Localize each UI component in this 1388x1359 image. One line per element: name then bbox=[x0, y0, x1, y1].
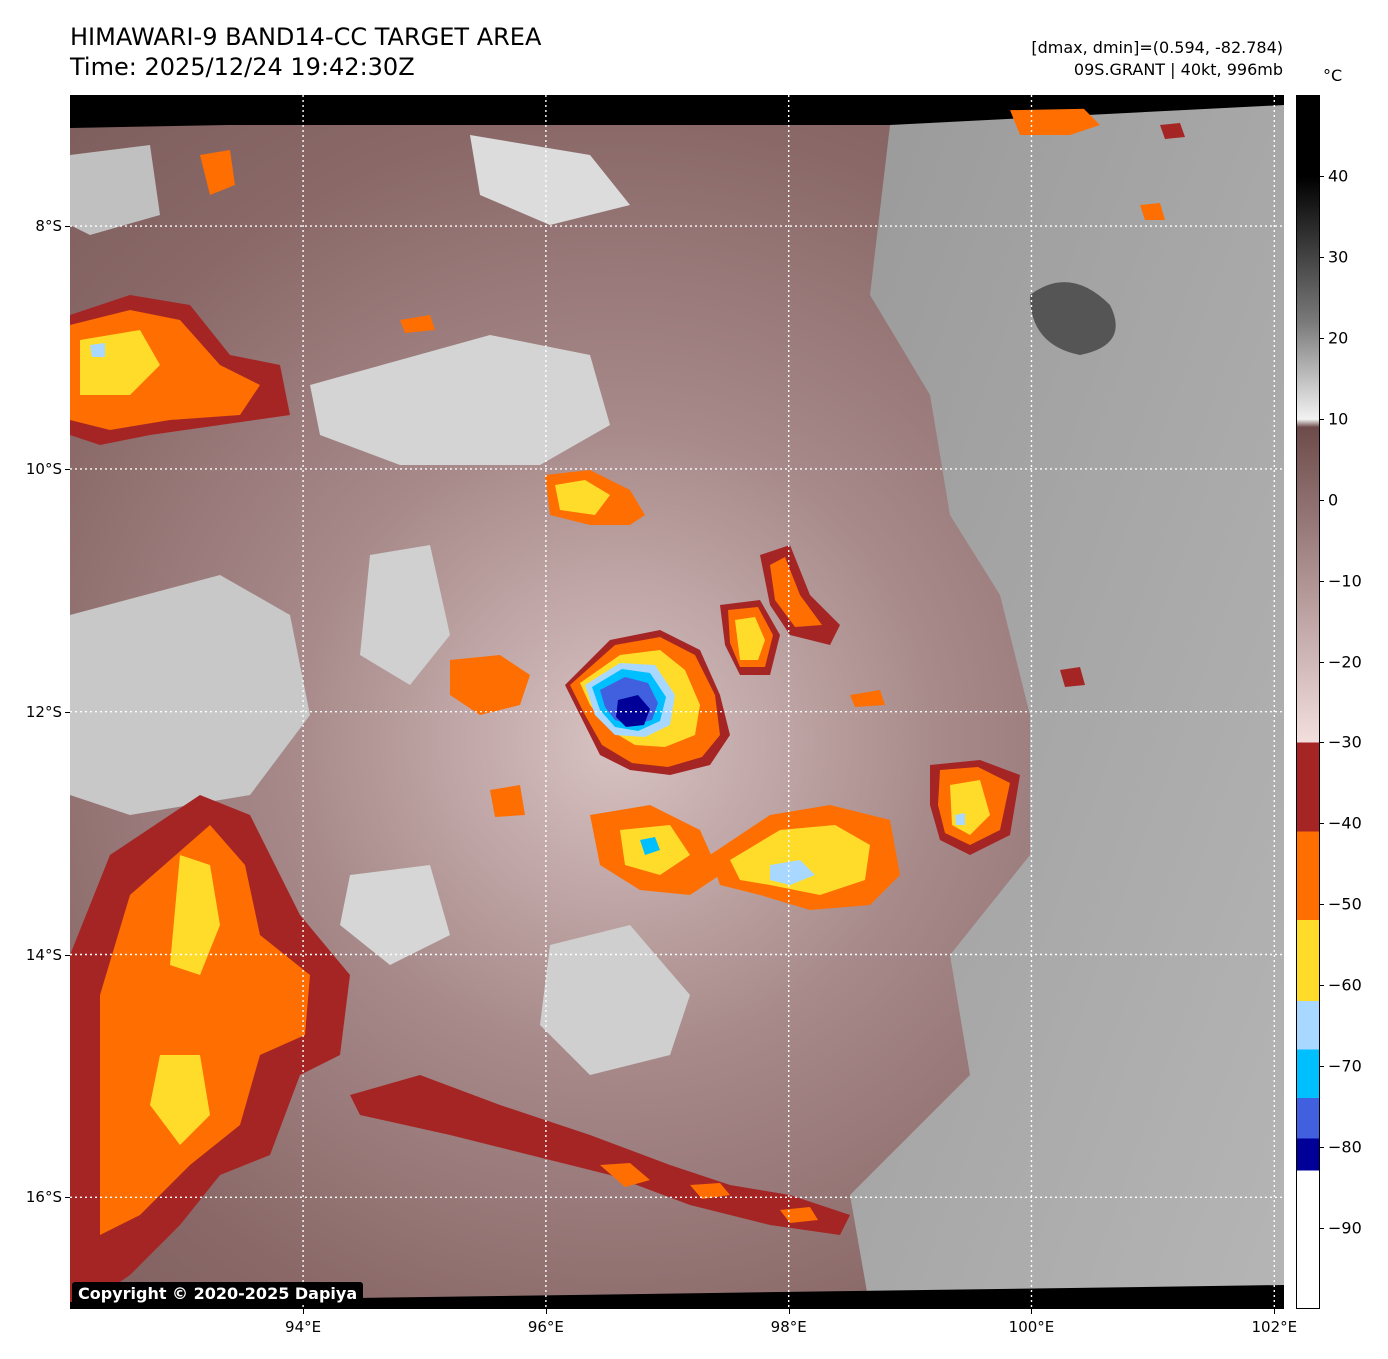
convection-nw-cold-spot bbox=[90, 343, 105, 357]
scan-edge-bottom bbox=[70, 1285, 1284, 1309]
band-cell-west bbox=[450, 655, 530, 715]
colorbar-tick-mark bbox=[1320, 418, 1324, 420]
colorbar-tick-mark bbox=[1320, 337, 1324, 339]
colorbar-tick-mark bbox=[1320, 1228, 1324, 1230]
colorbar-tick-mark bbox=[1320, 1066, 1324, 1068]
colorbar-tick-mark bbox=[1320, 742, 1324, 744]
x-tick-mark bbox=[788, 1309, 790, 1314]
colorbar-tick-label: −60 bbox=[1328, 975, 1362, 995]
y-tick-label: 16°S bbox=[25, 1188, 62, 1207]
satellite-image bbox=[70, 95, 1284, 1309]
x-tick-mark bbox=[1274, 1309, 1276, 1314]
x-tick-label: 102°E bbox=[1251, 1318, 1298, 1336]
colorbar-tick-label: 40 bbox=[1328, 166, 1349, 186]
colorbar bbox=[1296, 95, 1320, 1309]
clear-sky-east bbox=[850, 105, 1284, 1309]
convection-west-core-1 bbox=[170, 855, 220, 975]
colorbar-tick-label: −30 bbox=[1328, 732, 1362, 752]
scan-edge-top bbox=[70, 95, 1284, 128]
colorbar-tick-mark bbox=[1320, 985, 1324, 987]
data-range-label: [dmax, dmin]=(0.594, -82.784) bbox=[1031, 38, 1283, 57]
y-tick-mark bbox=[65, 468, 70, 470]
colorbar-tick-mark bbox=[1320, 256, 1324, 258]
colorbar-tick-label: −40 bbox=[1328, 813, 1362, 833]
colorbar-tick-mark bbox=[1320, 823, 1324, 825]
clear-patch-5 bbox=[70, 145, 160, 235]
x-tick-label: 98°E bbox=[770, 1318, 807, 1336]
clear-patch-1 bbox=[360, 545, 450, 685]
colorbar-tick-label: −50 bbox=[1328, 894, 1362, 914]
colorbar-tick-label: −10 bbox=[1328, 571, 1362, 591]
x-tick-mark bbox=[303, 1309, 305, 1314]
colorbar-tick-mark bbox=[1320, 499, 1324, 501]
chart-title: HIMAWARI-9 BAND14-CC TARGET AREA Time: 2… bbox=[70, 22, 541, 82]
y-tick-label: 14°S bbox=[25, 945, 62, 964]
cell-north-edge bbox=[1010, 105, 1100, 135]
colorbar-tick-label: −70 bbox=[1328, 1056, 1362, 1076]
clear-sky-west bbox=[70, 575, 310, 815]
convection-west-mid bbox=[100, 825, 310, 1235]
x-tick-label: 100°E bbox=[1008, 1318, 1055, 1336]
y-tick-label: 10°S bbox=[25, 459, 62, 478]
colorbar-tick-label: 0 bbox=[1328, 490, 1339, 510]
warm-surface-patch bbox=[1030, 282, 1116, 355]
x-tick-label: 96°E bbox=[527, 1318, 564, 1336]
x-tick-mark bbox=[545, 1309, 547, 1314]
x-tick-label: 94°E bbox=[285, 1318, 322, 1336]
graticule bbox=[70, 95, 1284, 1309]
convection-west-core-2 bbox=[150, 1055, 210, 1145]
colorbar-tick-label: 20 bbox=[1328, 328, 1349, 348]
y-tick-mark bbox=[65, 226, 70, 228]
colorbar-tick-mark bbox=[1320, 580, 1324, 582]
colorbar-tick-mark bbox=[1320, 904, 1324, 906]
clear-patch-4 bbox=[470, 135, 630, 225]
colorbar-tick-label: −80 bbox=[1328, 1137, 1362, 1157]
colorbar-unit: °C bbox=[1323, 66, 1343, 85]
colorbar-tick-label: −20 bbox=[1328, 652, 1362, 672]
colorbar-tick-label: 30 bbox=[1328, 247, 1349, 267]
satellite-imagery-svg bbox=[70, 95, 1284, 1309]
copyright-notice: Copyright © 2020-2025 Dapiya bbox=[72, 1282, 364, 1305]
storm-eye-coldest bbox=[616, 695, 650, 727]
colorbar-tick-label: −90 bbox=[1328, 1218, 1362, 1238]
clear-patch-2 bbox=[540, 925, 690, 1075]
storm-info: [dmax, dmin]=(0.594, -82.784) 09S.GRANT … bbox=[1031, 37, 1283, 81]
y-tick-label: 12°S bbox=[25, 702, 62, 721]
colorbar-tick-mark bbox=[1320, 661, 1324, 663]
title-line-2: Time: 2025/12/24 19:42:30Z bbox=[70, 53, 415, 81]
x-tick-mark bbox=[1031, 1309, 1033, 1314]
y-tick-label: 8°S bbox=[35, 217, 62, 236]
colorbar-tick-mark bbox=[1320, 175, 1324, 177]
storm-id-label: 09S.GRANT | 40kt, 996mb bbox=[1073, 60, 1283, 79]
y-tick-mark bbox=[65, 1197, 70, 1199]
y-tick-mark bbox=[65, 711, 70, 713]
y-tick-mark bbox=[65, 954, 70, 956]
title-line-1: HIMAWARI-9 BAND14-CC TARGET AREA bbox=[70, 23, 542, 51]
colorbar-tick-mark bbox=[1320, 1147, 1324, 1149]
colorbar-tick-label: 10 bbox=[1328, 409, 1349, 429]
clear-sky-north bbox=[310, 335, 610, 465]
clear-patch-3 bbox=[340, 865, 450, 965]
